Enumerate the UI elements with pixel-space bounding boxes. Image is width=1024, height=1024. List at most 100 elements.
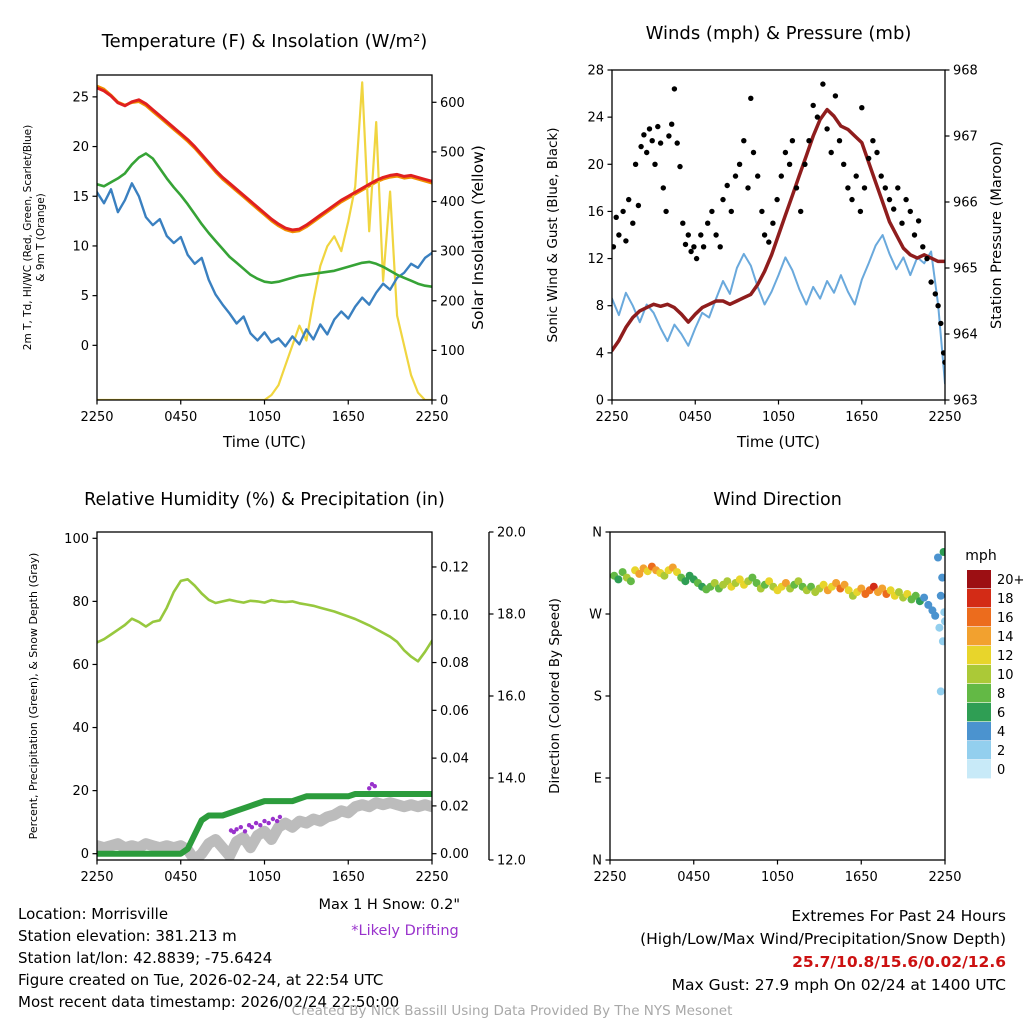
temperature-insolation-series-2m-temperature: [97, 86, 432, 232]
humidity-precipitation-right-tick-label: 0.06: [440, 704, 469, 719]
credit-text: Created By Nick Bassill Using Data Provi…: [291, 1003, 733, 1019]
humidity-precipitation-right-tick-label: 0.10: [440, 608, 469, 623]
humidity-precipitation-series-precipitation: [97, 791, 432, 857]
temperature-insolation-right-tick-label: 100: [440, 344, 465, 359]
legend-swatch: [967, 608, 991, 627]
humidity-precipitation-x-tick-label: 1650: [332, 870, 365, 885]
legend-swatch: [967, 665, 991, 684]
legend-label: 4: [997, 725, 1005, 740]
temperature-insolation-x-tick-label: 2250: [80, 410, 113, 425]
legend-swatch: [967, 684, 991, 703]
temperature-insolation-xlabel: Time (UTC): [222, 433, 306, 451]
winds-pressure-right-ylabel: Station Pressure (Maroon): [989, 141, 1005, 329]
legend-swatch: [967, 627, 991, 646]
legend-label: 14: [997, 630, 1014, 645]
humidity-precipitation-outer-tick-label: 20.0: [497, 526, 526, 541]
temperature-insolation-series-dewpoint: [97, 152, 432, 288]
humidity-precipitation-y-tick-label: 60: [72, 658, 89, 673]
humidity-precipitation-y-tick-label: 20: [72, 784, 89, 799]
winds-pressure-x-tick-label: 2250: [595, 410, 628, 425]
winds-pressure-svg: 2250 0450 1050 1650 225004812162024289639649…: [545, 23, 1005, 451]
humidity-precipitation-svg: 2250 0450 1050 1650 2250 0 20 40 60 80 100 0.00 0.02…: [27, 490, 526, 885]
extremes-title: Extremes For Past 24 Hours: [791, 907, 1006, 925]
station-location: Location: Morrisville: [18, 905, 169, 923]
chart-temperature-insolation: 2250 0450 1050 1650 2250 0 5 10 15 20 25 0 100 200 300…: [0, 0, 512, 470]
legend-label: 0: [997, 763, 1005, 778]
legend-label: 12: [997, 649, 1014, 664]
temperature-insolation-x-tick-label: 1650: [332, 410, 365, 425]
winds-pressure-series-sonic-wind: [612, 234, 945, 385]
winds-pressure-right-tick-label: 966: [953, 196, 978, 211]
winds-pressure-series-wind-gust: [612, 81, 945, 365]
temperature-insolation-right-tick-label: 400: [440, 195, 465, 210]
temperature-insolation-right-tick-label: 0: [440, 394, 448, 409]
temperature-insolation-series-solar-insolation: [97, 81, 432, 400]
wind-direction-plot-layer: [610, 548, 945, 696]
humidity-precipitation-y-tick-label: 80: [72, 595, 89, 610]
humidity-precipitation-right-tick-label: 0.02: [440, 799, 469, 814]
legend-label: 6: [997, 706, 1005, 721]
max-gust: Max Gust: 27.9 mph On 02/24 at 1400 UTC: [671, 976, 1006, 994]
temperature-insolation-right-tick-label: 600: [440, 96, 465, 111]
winds-pressure-right-tick-label: 965: [953, 262, 978, 277]
winds-pressure-y-tick-label: 12: [587, 252, 604, 267]
humidity-precipitation-series-snow-depth: [97, 797, 432, 860]
humidity-precipitation-right-tick-label: 0.08: [440, 656, 469, 671]
humidity-precipitation-outer-tick-label: 16.0: [497, 690, 526, 705]
extremes-subtitle: (High/Low/Max Wind/Precipitation/Snow De…: [640, 930, 1006, 948]
humidity-precipitation-title: Relative Humidity (%) & Precipitation (i…: [84, 490, 445, 510]
wind-direction-y-tick-label: N: [592, 526, 602, 541]
wind-direction-y-tick-label: W: [589, 608, 602, 623]
wind-direction-x-tick-label: 2250: [593, 870, 626, 885]
winds-pressure-plot-layer: [612, 81, 945, 385]
humidity-precipitation-right-tick-label: 0.12: [440, 560, 469, 575]
winds-pressure-y-tick-label: 0: [596, 394, 604, 409]
legend-label: 20+: [997, 573, 1024, 588]
winds-pressure-x-tick-label: 1650: [845, 410, 878, 425]
winds-pressure-y-tick-label: 8: [596, 299, 604, 314]
winds-pressure-right-tick-label: 967: [953, 130, 978, 145]
humidity-precipitation-y-tick-label: 0: [81, 847, 89, 862]
wind-direction-y-tick-label: N: [592, 854, 602, 869]
temperature-insolation-series-9m-temperature: [97, 84, 432, 234]
humidity-precipitation-plot-layer: [97, 578, 432, 860]
humidity-precipitation-right-tick-label: 0.04: [440, 752, 469, 767]
legend-title: mph: [965, 548, 996, 564]
temperature-insolation-title: Temperature (F) & Insolation (W/m²): [101, 31, 428, 52]
temperature-insolation-ylabel: 2m T, Td, HI/WC (Red, Green, Scarlet/Blu…: [22, 125, 34, 350]
legend-swatch: [967, 760, 991, 779]
humidity-precipitation-series-relative-humidity: [97, 578, 432, 663]
legend-swatch: [967, 741, 991, 760]
winds-pressure-title: Winds (mph) & Pressure (mb): [646, 23, 912, 44]
wind-direction-x-tick-label: 0450: [677, 870, 710, 885]
extremes-values: 25.7/10.8/15.6/0.02/12.6: [792, 953, 1006, 971]
chart-winds-pressure: 2250 0450 1050 1650 2250 0 4 8 12 16 20 24 28 963 964 9…: [512, 0, 1024, 470]
winds-pressure-x-tick-label: 1050: [762, 410, 795, 425]
winds-pressure-xlabel: Time (UTC): [736, 433, 820, 451]
humidity-precipitation-y-tick-label: 100: [64, 532, 89, 547]
wind-direction-frame: [609, 531, 946, 861]
humidity-precipitation-x-tick-label: 0450: [164, 870, 197, 885]
winds-pressure-series-station-pressure: [612, 107, 945, 353]
temperature-insolation-right-ylabel: Solar Insolation (Yellow): [469, 145, 487, 330]
chart-humidity-precipitation: 2250 0450 1050 1650 2250 0 20 40 60 80 100 0.00 0.02…: [0, 470, 545, 900]
station-elevation: Station elevation: 381.213 m: [18, 927, 237, 945]
wind-direction-x-tick-label: 1050: [761, 870, 794, 885]
temperature-insolation-right-tick-label: 300: [440, 245, 465, 260]
winds-pressure-y-tick-label: 20: [587, 158, 604, 173]
humidity-precipitation-ylabel: Percent, Precipitation (Green), & Snow D…: [27, 553, 40, 840]
chart-wind-direction: 2250 0450 1050 1650 2250 N E S W N Wind Direction D…: [512, 470, 1024, 900]
temperature-insolation-y-tick-label: 5: [81, 289, 89, 304]
temperature-insolation-ylabel: & 9m T (Orange): [35, 193, 47, 282]
wind-direction-x-tick-label: 1650: [845, 870, 878, 885]
legend-label: 18: [997, 592, 1014, 607]
legend-swatch: [967, 570, 991, 589]
humidity-precipitation-outer-tick-label: 18.0: [497, 608, 526, 623]
winds-pressure-right-tick-label: 968: [953, 64, 978, 79]
humidity-precipitation-series-drifting-snow-flags: [228, 782, 377, 835]
wind-direction-series-direction-dots: [610, 548, 945, 696]
winds-pressure-ylabel: Sonic Wind & Gust (Blue, Black): [545, 127, 561, 342]
